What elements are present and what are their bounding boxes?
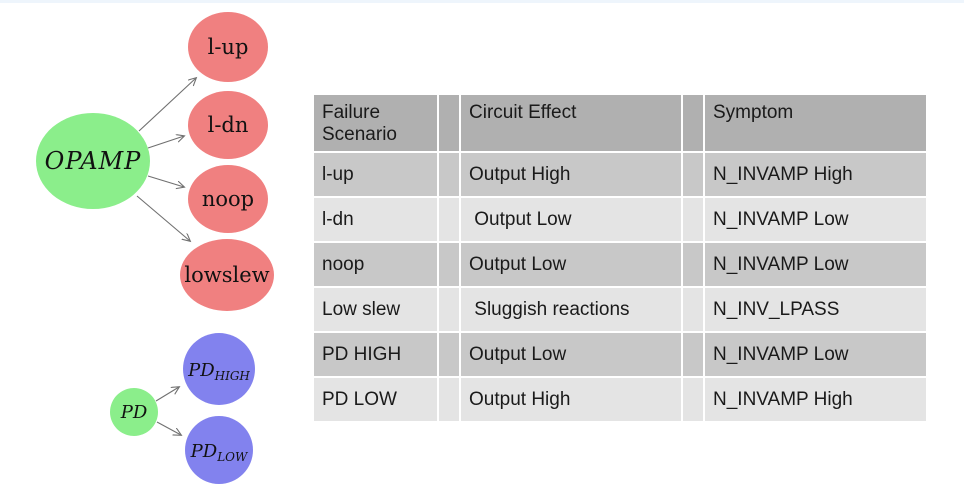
pd-arrows [155, 387, 181, 435]
node-lowslew: lowslew [180, 239, 274, 311]
node-opamp: OPAMP [36, 113, 150, 209]
arrow-opamp-noop [147, 175, 184, 187]
cell-scenario: Low slew [314, 288, 437, 331]
cell-scenario: l-dn [314, 198, 437, 241]
fault-tree-diagram: OPAMP l-up l-dn noop lowslew PD PDHIGH P… [36, 12, 274, 484]
cell-scenario: PD HIGH [314, 333, 437, 376]
cell-effect: Output Low [461, 333, 681, 376]
arrow-opamp-lowslew [136, 195, 190, 241]
cell-effect: Output High [461, 153, 681, 196]
node-ldn: l-dn [188, 91, 268, 159]
arrow-opamp-ldn [147, 136, 184, 149]
cell-effect: Output High [461, 378, 681, 421]
node-ldn-label: l-dn [208, 113, 249, 137]
cell-symptom: N_INVAMP Low [705, 333, 926, 376]
node-lup-label: l-up [208, 35, 249, 59]
node-pd-low: PDLOW [185, 416, 253, 484]
arrow-pd-low [156, 421, 181, 435]
spacer-cell [683, 243, 703, 286]
node-lowslew-label: lowslew [184, 263, 269, 287]
node-noop: noop [188, 165, 268, 233]
cell-effect: Sluggish reactions [461, 288, 681, 331]
cell-effect: Output Low [461, 243, 681, 286]
cell-symptom: N_INVAMP Low [705, 243, 926, 286]
cell-symptom: N_INV_LPASS [705, 288, 926, 331]
cell-scenario: l-up [314, 153, 437, 196]
node-pd: PD [110, 388, 158, 436]
node-pd-low-label: PDLOW [190, 441, 249, 464]
cell-scenario: PD LOW [314, 378, 437, 421]
node-opamp-label: OPAMP [45, 147, 142, 175]
arrow-pd-high [155, 387, 179, 402]
node-pd-label: PD [120, 402, 148, 423]
cell-symptom: N_INVAMP High [705, 378, 926, 421]
spacer-cell [683, 153, 703, 196]
spacer-cell [439, 333, 459, 376]
column-header-failure-scenario: Failure Scenario [314, 95, 437, 151]
spacer-cell [439, 288, 459, 331]
failure-scenario-table: Failure Scenario Circuit Effect Symptom … [314, 95, 926, 421]
column-header-circuit-effect: Circuit Effect [461, 95, 681, 151]
spacer-cell [683, 95, 703, 151]
spacer-cell [683, 288, 703, 331]
cell-symptom: N_INVAMP High [705, 153, 926, 196]
spacer-cell [683, 378, 703, 421]
opamp-arrows [136, 78, 196, 241]
spacer-cell [439, 378, 459, 421]
spacer-cell [439, 243, 459, 286]
spacer-cell [683, 198, 703, 241]
spacer-cell [439, 153, 459, 196]
node-pd-high: PDHIGH [183, 333, 255, 405]
node-lup: l-up [188, 12, 268, 82]
column-header-symptom: Symptom [705, 95, 926, 151]
spacer-cell [683, 333, 703, 376]
node-pd-high-label: PDHIGH [187, 360, 250, 383]
cell-effect: Output Low [461, 198, 681, 241]
arrow-opamp-lup [138, 78, 196, 132]
node-noop-label: noop [202, 187, 254, 211]
window-top-edge [0, 0, 964, 3]
spacer-cell [439, 95, 459, 151]
cell-scenario: noop [314, 243, 437, 286]
cell-symptom: N_INVAMP Low [705, 198, 926, 241]
spacer-cell [439, 198, 459, 241]
